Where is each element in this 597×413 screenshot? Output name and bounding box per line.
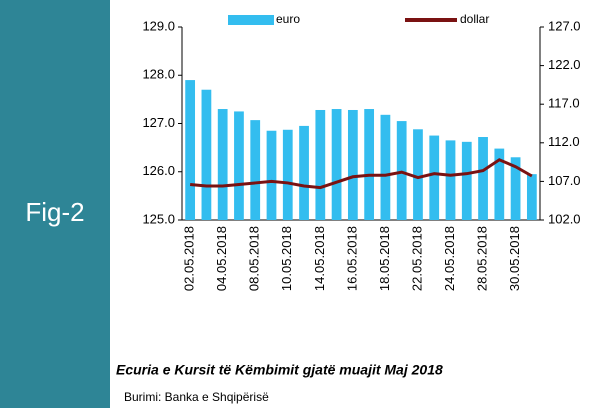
caption: Ecuria e Kursit të Këmbimit gjatë muajit…	[116, 362, 443, 378]
legend-swatch	[228, 15, 274, 25]
bar	[526, 174, 537, 220]
bar	[445, 140, 456, 220]
y-tick-label: 127.0	[142, 115, 175, 130]
y-tick-label: 129.0	[142, 18, 175, 33]
y2-tick-label: 102.0	[548, 211, 581, 226]
x-tick-label: 04.05.2018	[214, 226, 229, 291]
y2-tick-label: 112.0	[548, 134, 580, 149]
bar	[250, 120, 261, 220]
bar	[413, 129, 423, 220]
bar	[364, 109, 375, 220]
y-tick-label: 126.0	[142, 163, 175, 178]
x-tick-label: 08.05.2018	[247, 226, 262, 291]
bar	[461, 141, 472, 220]
bar	[494, 148, 505, 220]
bar	[282, 129, 293, 220]
bar	[429, 135, 440, 220]
bar	[185, 80, 196, 220]
y2-tick-label: 107.0	[548, 173, 581, 188]
bar	[299, 125, 309, 220]
sidebar	[0, 0, 110, 408]
y2-tick-label: 117.0	[548, 96, 580, 111]
x-tick-label: 14.05.2018	[312, 226, 327, 291]
y2-tick-label: 122.0	[548, 57, 581, 72]
bar	[331, 109, 342, 220]
y-tick-label: 128.0	[142, 67, 175, 82]
x-tick-label: 16.05.2018	[344, 226, 359, 291]
bar	[266, 130, 277, 220]
y-tick-label: 125.0	[142, 211, 175, 226]
x-tick-label: 02.05.2018	[182, 226, 197, 291]
bar	[396, 121, 407, 220]
bar	[347, 109, 358, 220]
x-tick-label: 28.05.2018	[474, 226, 489, 291]
legend-label: euro	[276, 12, 300, 26]
source: Burimi: Banka e Shqipërisë	[124, 390, 269, 404]
bar	[315, 109, 326, 220]
bar	[510, 157, 521, 220]
bar	[234, 111, 244, 220]
x-tick-label: 18.05.2018	[377, 226, 392, 291]
y2-tick-label: 127.0	[548, 18, 581, 33]
figure-label: Fig-2	[25, 197, 84, 227]
legend-label: dollar	[460, 12, 489, 26]
bar	[478, 137, 488, 220]
x-tick-label: 22.05.2018	[409, 226, 424, 291]
bar	[217, 109, 228, 220]
x-tick-label: 10.05.2018	[279, 226, 294, 291]
x-tick-label: 30.05.2018	[507, 226, 522, 291]
bar	[201, 89, 212, 220]
line	[189, 158, 533, 190]
bar	[380, 114, 391, 220]
x-tick-label: 24.05.2018	[442, 226, 457, 291]
